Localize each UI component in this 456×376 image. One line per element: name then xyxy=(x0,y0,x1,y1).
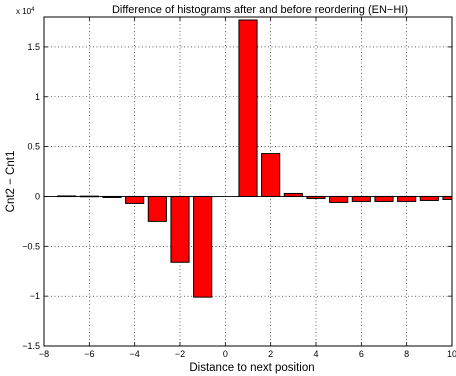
y-tick-label: −0.5 xyxy=(22,241,40,251)
y-axis-title: Cnt2 − Cnt1 xyxy=(5,151,17,213)
bars-layer xyxy=(57,19,453,298)
bar xyxy=(193,195,213,298)
y-tick-label: 1.5 xyxy=(27,42,40,52)
bar xyxy=(238,19,258,197)
y-tick-label: 1 xyxy=(35,92,40,102)
bar xyxy=(147,195,167,222)
y-scale-base: x 10 xyxy=(16,7,32,16)
x-tick-label: 6 xyxy=(359,349,364,359)
bar xyxy=(374,195,394,202)
bar xyxy=(261,153,281,197)
x-tick-label: 8 xyxy=(404,349,409,359)
x-tick-label: −6 xyxy=(84,349,94,359)
x-axis-title: Distance to next position xyxy=(189,362,314,374)
bar xyxy=(351,195,371,202)
y-tick-label: −1 xyxy=(30,291,40,301)
x-tick-label: −8 xyxy=(39,349,49,359)
plot-frame xyxy=(43,16,453,347)
y-scale-factor: x 104 xyxy=(16,7,35,16)
bar xyxy=(397,195,417,202)
ticks-layer: −8 −6 −4 −2 0 2 4 6 8 10 −1.5 −1 −0.5 0 0.5 1 1.5 xyxy=(22,17,456,359)
x-tick-label: 4 xyxy=(313,349,318,359)
chart-title: Difference of histograms after and befor… xyxy=(112,4,408,16)
y-scale-exponent: 4 xyxy=(31,7,35,13)
x-tick-label: 2 xyxy=(268,349,273,359)
y-tick-label: −1.5 xyxy=(22,341,40,351)
bar xyxy=(125,195,145,204)
y-tick-label: 0 xyxy=(35,191,40,201)
y-tick-label: 0.5 xyxy=(27,142,40,152)
bar xyxy=(170,195,190,263)
x-tick-label: −2 xyxy=(175,349,185,359)
bar xyxy=(283,192,303,197)
bar xyxy=(442,195,453,200)
bar xyxy=(329,195,349,203)
x-tick-label: 10 xyxy=(447,349,456,359)
x-tick-label: 0 xyxy=(223,349,228,359)
bar xyxy=(419,195,439,201)
x-tick-label: −4 xyxy=(130,349,140,359)
